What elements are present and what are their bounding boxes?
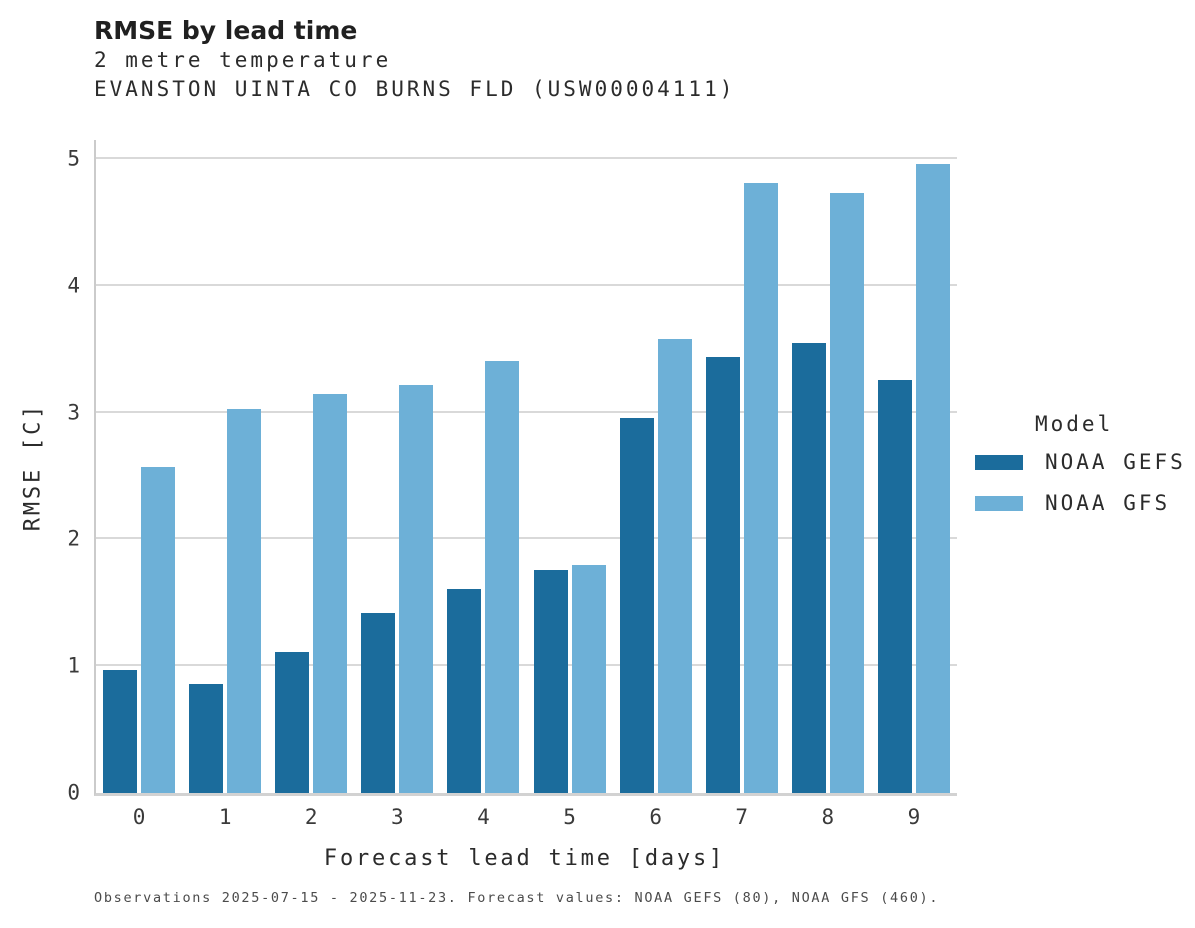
legend: Model NOAA GEFS NOAA GFS [975,412,1186,532]
bar-noaa-gfs-lead5 [571,564,606,793]
bar-noaa-gefs-lead8 [791,342,826,793]
bar-noaa-gfs-lead4 [485,360,520,793]
bar-noaa-gefs-lead9 [877,379,912,793]
bar-noaa-gefs-lead5 [533,569,568,793]
bar-noaa-gefs-lead0 [103,670,138,793]
bar-noaa-gefs-lead3 [361,612,396,793]
legend-item-noaa-gefs: NOAA GEFS [975,450,1186,474]
x-tick-label-3: 3 [391,805,404,829]
x-tick-label-1: 1 [218,805,232,829]
y-tick-label-1: 1 [67,653,80,678]
x-axis-label: Forecast lead time [days] [323,846,726,871]
legend-swatch-noaa-gefs [975,454,1023,470]
bar-noaa-gfs-lead7 [743,183,778,793]
legend-title: Model [1035,412,1114,436]
bar-noaa-gefs-lead1 [189,683,224,793]
gridline-y-4 [96,283,957,286]
title-block: RMSE by lead time 2 metre temperature EV… [94,16,735,104]
y-tick-label-3: 3 [67,400,80,425]
legend-label-noaa-gfs: NOAA GFS [1045,491,1171,515]
gridline-y-5 [96,157,957,160]
legend-swatch-noaa-gfs [975,495,1023,511]
gridline-y-2 [96,537,957,540]
legend-item-noaa-gfs: NOAA GFS [975,491,1186,515]
bar-noaa-gfs-lead6 [657,339,692,793]
x-tick-label-6: 6 [649,805,662,829]
y-tick-label-0: 0 [67,780,80,805]
legend-label-noaa-gefs: NOAA GEFS [1045,450,1186,474]
legend-items: NOAA GEFS NOAA GFS [975,450,1186,515]
bar-noaa-gefs-lead6 [619,417,654,793]
bar-noaa-gfs-lead2 [313,393,348,793]
y-tick-label-5: 5 [67,146,80,171]
chart-subtitle-station: EVANSTON UINTA CO BURNS FLD (USW00004111… [94,76,736,101]
bar-noaa-gefs-lead2 [275,652,310,793]
caption: Observations 2025-07-15 - 2025-11-23. Fo… [94,890,940,906]
bar-noaa-gefs-lead4 [447,588,482,793]
bar-noaa-gfs-lead9 [915,164,950,793]
bar-noaa-gfs-lead3 [399,384,434,793]
gridline-y-1 [96,664,957,667]
y-tick-label-2: 2 [67,526,80,551]
plot-area: 0 1 2 3 4 5 0 1 2 3 4 5 6 7 8 9 [67,140,957,828]
x-tick-label-9: 9 [907,805,921,829]
chart-title: RMSE by lead time [94,16,358,45]
y-axis-label: RMSE [C] [20,402,46,532]
x-tick-label-7: 7 [735,805,749,829]
bar-noaa-gfs-lead1 [227,408,262,793]
x-tick-label-8: 8 [821,805,835,829]
x-tick-label-4: 4 [477,805,490,829]
x-tick-label-2: 2 [304,805,318,829]
gridline-y-3 [96,410,957,413]
bar-noaa-gfs-lead0 [141,467,176,793]
x-tick-label-0: 0 [132,805,146,829]
bar-noaa-gfs-lead8 [829,193,864,793]
bar-noaa-gefs-lead7 [705,356,740,793]
x-tick-label-5: 5 [563,805,576,829]
chart-subtitle-variable: 2 metre temperature [94,48,392,72]
y-tick-label-4: 4 [67,273,80,298]
